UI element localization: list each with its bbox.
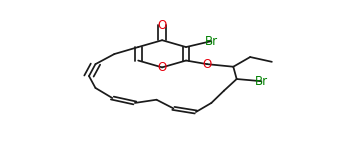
Text: Br: Br — [205, 35, 218, 48]
Text: O: O — [203, 58, 212, 71]
Text: O: O — [158, 61, 167, 74]
Text: Br: Br — [255, 75, 268, 88]
Text: O: O — [158, 19, 167, 32]
